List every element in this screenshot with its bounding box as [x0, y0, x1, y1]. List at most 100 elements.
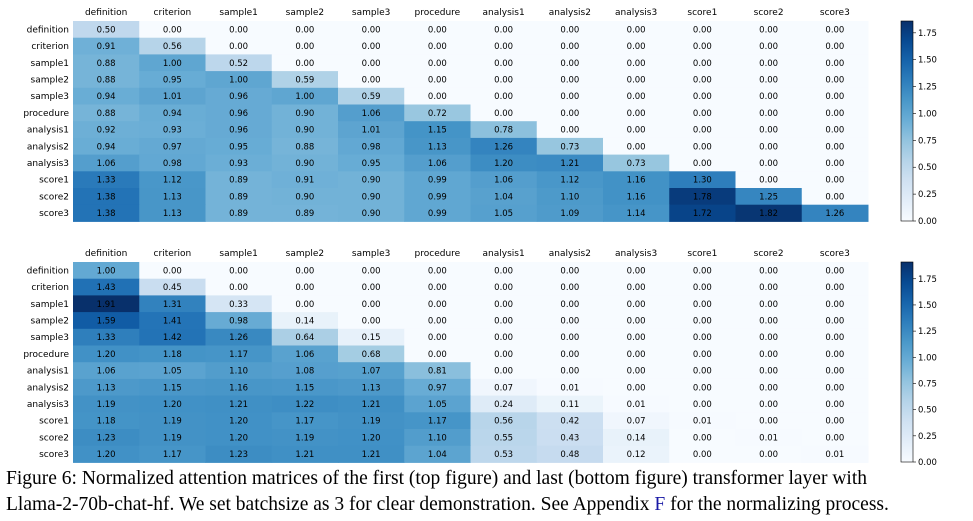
cell-value-label: 0.00: [825, 433, 844, 443]
heatmap-cell: [139, 445, 206, 463]
cell-value-label: 0.92: [97, 126, 116, 136]
cell-value-label: 0.00: [825, 350, 844, 360]
heatmap-cell: [801, 328, 869, 346]
x-tick-label: sample2: [286, 249, 324, 259]
heatmap-cell: [536, 345, 604, 363]
cell-value-label: 0.53: [494, 450, 513, 460]
cell-value-label: 1.33: [97, 333, 116, 343]
heatmap-cell: [271, 262, 339, 280]
heatmap-cell: [73, 188, 140, 206]
heatmap-cell: [603, 362, 670, 380]
cell-value-label: 0.90: [362, 209, 381, 219]
cell-value-label: 0.98: [229, 316, 248, 326]
cell-value-label: 0.00: [229, 283, 248, 293]
heatmap-cell: [205, 278, 273, 296]
cell-value-label: 0.00: [759, 159, 778, 169]
cell-value-label: 1.15: [428, 126, 447, 136]
heatmap-cell: [603, 312, 670, 330]
colorbar-tick-label: 0.75: [918, 136, 937, 146]
cell-value-label: 0.00: [825, 400, 844, 410]
caption-line-2-start: Llama-2-70b-chat-hf. We set batchsize as…: [6, 494, 655, 515]
heatmap-cell: [338, 278, 405, 296]
heatmap-cell: [205, 71, 273, 89]
cell-value-label: 1.16: [627, 176, 646, 186]
cell-value-label: 0.00: [759, 92, 778, 102]
heatmap-cell: [536, 121, 604, 139]
x-tick-label: analysis2: [549, 8, 591, 18]
heatmap-cell: [669, 121, 736, 139]
heatmap-cell: [139, 37, 206, 55]
heatmap-cell: [536, 171, 604, 189]
heatmap-cell: [669, 87, 736, 105]
heatmap-cell: [338, 121, 405, 139]
cell-value-label: 0.00: [693, 333, 712, 343]
cell-value-label: 1.00: [229, 75, 248, 85]
heatmap-cell: [73, 445, 140, 463]
colorbar-tick-label: 1.00: [918, 109, 937, 119]
cell-value-label: 1.06: [494, 176, 513, 186]
cell-value-label: 0.00: [759, 450, 778, 460]
cell-value-label: 1.23: [97, 433, 116, 443]
heatmap-cell: [139, 378, 206, 397]
heatmap-cell: [603, 87, 670, 105]
cell-value-label: 0.93: [163, 126, 182, 136]
cell-value-label: 1.78: [693, 192, 712, 202]
heatmap-cell: [338, 104, 405, 122]
x-tick-label: sample1: [219, 249, 257, 259]
cell-value-label: 0.00: [627, 367, 646, 377]
heatmap-cell: [801, 137, 869, 156]
heatmap-cell: [801, 395, 869, 413]
cell-value-label: 0.00: [560, 266, 579, 276]
cell-value-label: 0.01: [627, 400, 646, 410]
cell-value-label: 0.00: [759, 126, 778, 136]
heatmap-cell: [139, 312, 206, 330]
cell-value-label: 0.00: [428, 333, 447, 343]
cell-value-label: 0.94: [97, 92, 116, 102]
heatmap-cell: [669, 204, 736, 222]
heatmap-cell: [271, 345, 339, 363]
cell-value-label: 1.20: [163, 400, 182, 410]
heatmap-cell: [73, 121, 140, 139]
x-tick-label: analysis1: [483, 249, 525, 259]
heatmap-cell: [205, 21, 273, 39]
cell-value-label: 0.00: [825, 159, 844, 169]
heatmap-cell: [801, 37, 869, 55]
heatmap-cell: [271, 204, 339, 222]
heatmap-cell: [404, 429, 471, 447]
heatmap-cell: [73, 362, 140, 380]
cell-value-label: 0.14: [295, 316, 314, 326]
appendix-link[interactable]: F: [654, 494, 666, 515]
cell-value-label: 0.90: [295, 159, 314, 169]
heatmap-cell: [669, 312, 736, 330]
heatmap-cell: [139, 345, 206, 363]
y-tick-label: sample1: [31, 300, 69, 310]
cell-value-label: 0.00: [428, 300, 447, 310]
heatmap-cell: [801, 104, 869, 122]
heatmap-cell: [271, 188, 339, 206]
cell-value-label: 1.06: [97, 159, 116, 169]
cell-value-label: 0.00: [693, 283, 712, 293]
heatmap-cell: [536, 154, 604, 172]
cell-value-label: 0.00: [295, 283, 314, 293]
heatmap-cell: [801, 171, 869, 189]
heatmap-cell: [205, 154, 273, 172]
heatmap-cell: [271, 37, 339, 55]
heatmap-cell: [603, 154, 670, 172]
heatmap-cell: [73, 378, 140, 397]
cell-value-label: 1.05: [494, 209, 513, 219]
heatmap-cell: [669, 154, 736, 172]
cell-value-label: 1.01: [163, 92, 182, 102]
caption-line-2-end: for the normalizing process.: [665, 494, 889, 515]
heatmap-cell: [271, 278, 339, 296]
cell-value-label: 0.96: [229, 126, 248, 136]
cell-value-label: 0.00: [825, 300, 844, 310]
cell-value-label: 0.00: [494, 109, 513, 119]
cell-value-label: 0.00: [627, 92, 646, 102]
cell-value-label: 0.95: [163, 75, 182, 85]
heatmap-cell: [338, 295, 405, 313]
cell-value-label: 0.56: [494, 417, 513, 427]
cell-value-label: 0.00: [494, 92, 513, 102]
cell-value-label: 1.21: [560, 159, 579, 169]
cell-value-label: 0.73: [560, 142, 579, 152]
cell-value-label: 0.00: [759, 400, 778, 410]
